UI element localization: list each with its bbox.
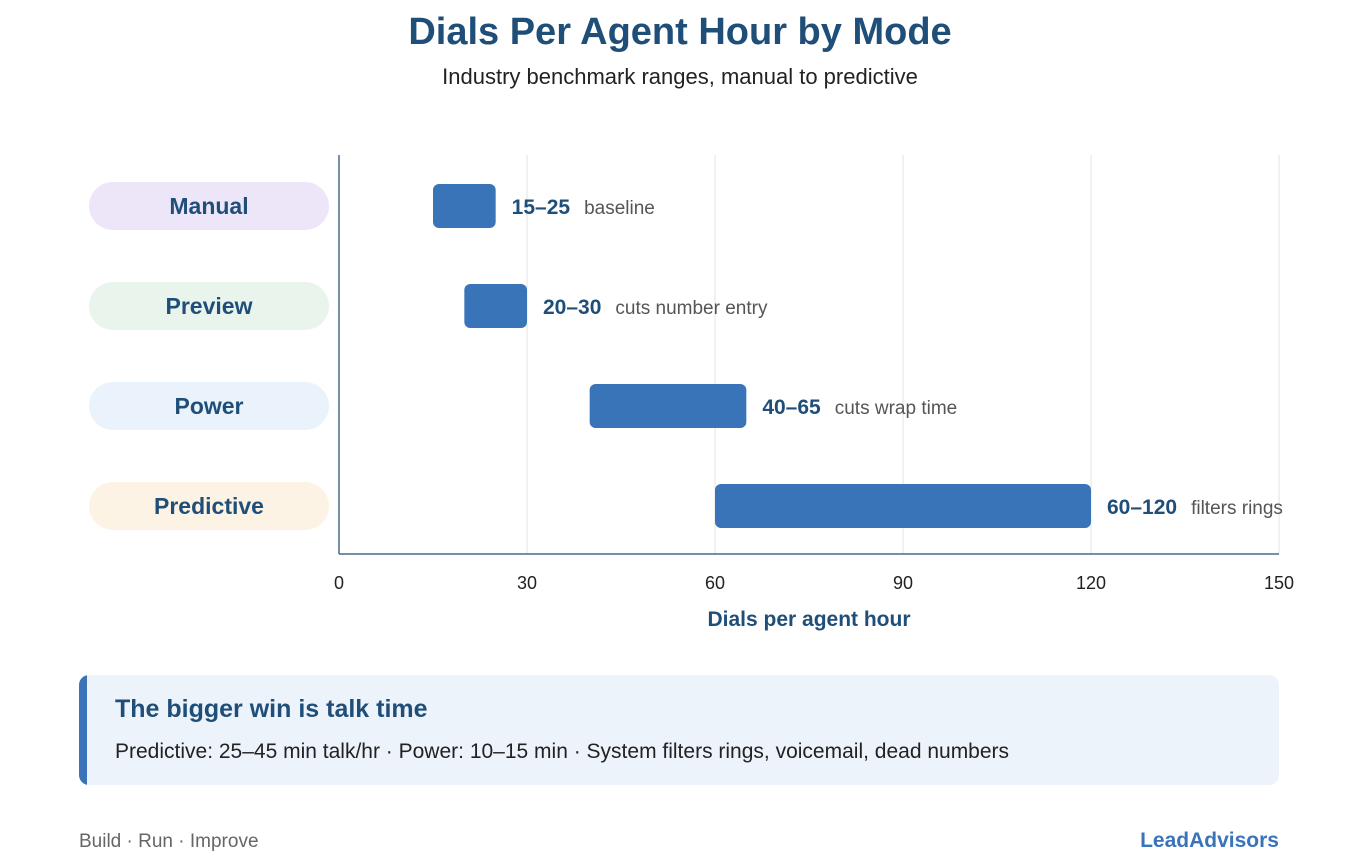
category-pill — [89, 182, 329, 230]
range-note-label: cuts wrap time — [835, 398, 957, 419]
x-tick-label: 90 — [893, 573, 913, 593]
range-bar — [715, 484, 1091, 528]
callout-body: Predictive: 25–45 min talk/hr · Power: 1… — [115, 740, 1010, 763]
range-bar — [589, 384, 747, 428]
category-pill — [89, 482, 329, 530]
data-label: 15–25 baseline — [512, 196, 655, 219]
category-label: Power — [174, 393, 243, 419]
range-note-label: cuts number entry — [615, 298, 768, 319]
range-value-label: 60–120 — [1107, 496, 1177, 519]
range-note-label: baseline — [584, 198, 655, 219]
range-bar — [433, 184, 496, 228]
range-value-label: 40–65 — [762, 396, 821, 419]
range-bar-chart: 0 30 60 90 120 150 Dials per agent hour Manual 1… — [89, 155, 1294, 631]
x-axis-title: Dials per agent hour — [707, 608, 910, 631]
insight-callout: The bigger win is talk time Predictive: … — [79, 675, 1279, 785]
x-tick-label: 150 — [1264, 573, 1294, 593]
x-tick-label: 60 — [705, 573, 725, 593]
category-pill — [89, 282, 329, 330]
data-label: 20–30 cuts number entry — [543, 296, 768, 319]
chart-subtitle: Industry benchmark ranges, manual to pre… — [442, 64, 918, 89]
category-label: Preview — [166, 293, 253, 319]
callout-title: The bigger win is talk time — [115, 695, 428, 723]
callout-accent-bar — [79, 675, 87, 785]
category-label: Manual — [169, 193, 248, 219]
range-note-label: filters rings — [1191, 498, 1283, 519]
x-tick-label: 30 — [517, 573, 537, 593]
footer-tagline: Build · Run · Improve — [79, 831, 259, 852]
x-tick-label: 0 — [334, 573, 344, 593]
brand-logo: LeadAdvisors — [1140, 829, 1279, 852]
range-value-label: 15–25 — [512, 196, 571, 219]
category-label: Predictive — [154, 493, 264, 519]
range-bar — [464, 284, 527, 328]
chart-title: Dials Per Agent Hour by Mode — [408, 11, 952, 53]
range-value-label: 20–30 — [543, 296, 601, 319]
category-pill — [89, 382, 329, 430]
data-label: 40–65 cuts wrap time — [762, 396, 957, 419]
x-tick-label: 120 — [1076, 573, 1106, 593]
data-label: 60–120 filters rings — [1107, 496, 1283, 519]
